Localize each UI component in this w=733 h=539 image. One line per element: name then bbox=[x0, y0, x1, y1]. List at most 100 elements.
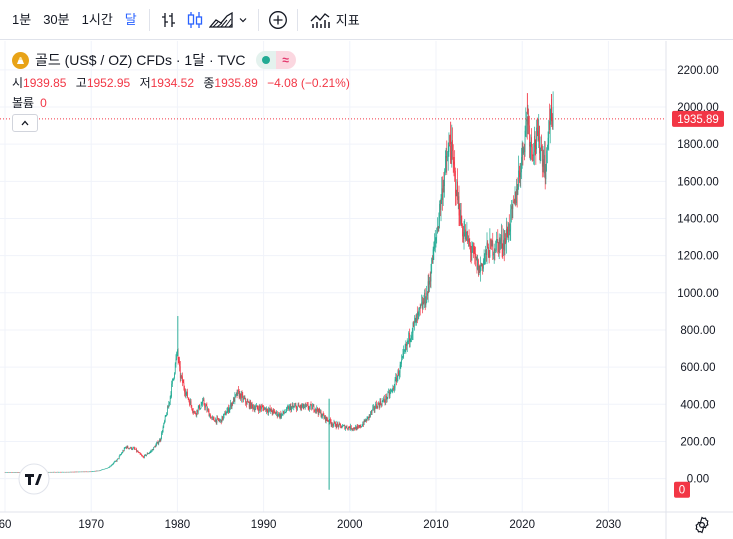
candle-body bbox=[90, 471, 92, 473]
candle-body bbox=[274, 410, 275, 412]
candle-body bbox=[51, 471, 53, 473]
add-compare-icon[interactable] bbox=[265, 6, 291, 34]
candle-body bbox=[307, 404, 308, 406]
candle-body bbox=[294, 406, 295, 407]
candle-body bbox=[436, 233, 438, 238]
candle-body bbox=[545, 170, 547, 180]
candle-body bbox=[333, 422, 335, 425]
candle-body bbox=[178, 359, 180, 362]
candle-body bbox=[540, 145, 542, 152]
indicators-icon bbox=[310, 11, 330, 29]
candle-body bbox=[170, 394, 172, 397]
symbol-title[interactable]: 골드 (US$ / OZ) CFDs · 1달 · TVC bbox=[35, 52, 246, 68]
candle-body bbox=[103, 468, 105, 470]
candle-body bbox=[154, 446, 155, 448]
interval-30m[interactable]: 30분 bbox=[43, 11, 70, 27]
candle-body bbox=[133, 447, 135, 449]
candle-body bbox=[10, 472, 12, 473]
candle-body bbox=[468, 239, 470, 243]
candle-body bbox=[69, 471, 70, 473]
candle-body bbox=[452, 140, 453, 152]
candle-body bbox=[350, 425, 351, 430]
candle-body bbox=[57, 471, 58, 473]
candle-body bbox=[425, 302, 427, 305]
gold-symbol-icon[interactable] bbox=[12, 51, 29, 69]
candle-body bbox=[355, 426, 356, 430]
candle-body bbox=[50, 471, 52, 473]
candle-body bbox=[207, 409, 208, 411]
candle-body bbox=[356, 426, 358, 430]
chevron-down-icon[interactable] bbox=[234, 6, 252, 34]
candle-body bbox=[539, 126, 540, 154]
candle-body bbox=[476, 257, 478, 270]
candle-body bbox=[310, 404, 312, 406]
candle-body bbox=[488, 257, 490, 258]
candle-body bbox=[68, 471, 70, 473]
chart-settings-icon[interactable] bbox=[693, 516, 711, 534]
candle-body bbox=[95, 470, 97, 472]
candle-body bbox=[536, 127, 537, 150]
candle-body bbox=[470, 252, 472, 254]
candle-body bbox=[355, 426, 357, 430]
candle-body bbox=[403, 351, 405, 354]
candle-body bbox=[543, 159, 545, 174]
candle-body bbox=[519, 172, 521, 178]
candle-body bbox=[130, 447, 132, 449]
y-tick-label: 1600.00 bbox=[677, 176, 719, 188]
chart-toolbar: 1분 30분 1시간 달 지표 bbox=[0, 0, 733, 40]
candle-body bbox=[422, 302, 423, 309]
candle-body bbox=[159, 439, 160, 443]
candle-body bbox=[317, 410, 319, 414]
candle-body bbox=[211, 417, 213, 419]
candle-body bbox=[221, 416, 223, 423]
candle-body bbox=[372, 407, 374, 410]
area-chart-icon[interactable] bbox=[208, 6, 234, 34]
candle-body bbox=[174, 373, 175, 378]
candle-body bbox=[181, 375, 183, 377]
indicators-button[interactable]: 지표 bbox=[304, 10, 366, 29]
price-chart[interactable]: 2200.002000.001800.001600.001400.001200.… bbox=[0, 41, 733, 539]
candle-body bbox=[197, 409, 198, 413]
candle-body bbox=[395, 377, 397, 380]
candle-body bbox=[299, 406, 301, 408]
indicators-label: 지표 bbox=[335, 13, 360, 28]
candle-body bbox=[236, 392, 238, 396]
candlestick-icon[interactable] bbox=[182, 6, 208, 34]
candle-body bbox=[261, 406, 262, 410]
candle-body bbox=[318, 408, 320, 414]
candle-body bbox=[235, 394, 236, 396]
candle-body bbox=[392, 388, 394, 390]
interval-1m[interactable]: 1분 bbox=[12, 11, 32, 27]
candle-body bbox=[365, 419, 366, 422]
candle-body bbox=[444, 157, 446, 172]
candle-body bbox=[332, 424, 334, 426]
candle-body bbox=[290, 406, 292, 411]
bar-chart-icon[interactable] bbox=[156, 6, 182, 34]
candle-body bbox=[188, 398, 190, 401]
change-value: −4.08 (−0.21%) bbox=[267, 76, 350, 90]
candle-body bbox=[424, 292, 426, 305]
candle-body bbox=[472, 245, 473, 252]
delayed-data-icon: ≈ bbox=[275, 51, 296, 69]
candle-body bbox=[307, 404, 309, 409]
candle-body bbox=[245, 398, 246, 403]
candle-body bbox=[166, 407, 168, 415]
market-status-badge[interactable]: ≈ bbox=[255, 51, 296, 69]
interval-1h[interactable]: 1시간 bbox=[81, 11, 113, 27]
candle-body bbox=[299, 406, 300, 408]
high-value: 1952.95 bbox=[86, 76, 131, 90]
interval-1mo[interactable]: 달 bbox=[124, 11, 137, 27]
candle-body bbox=[547, 137, 549, 145]
candle-body bbox=[242, 394, 244, 400]
candle-body bbox=[327, 421, 329, 422]
candle-body bbox=[6, 472, 8, 473]
candle-body bbox=[376, 407, 378, 409]
price-axis: 2200.002000.001800.001600.001400.001200.… bbox=[677, 65, 719, 486]
legend-collapse-button[interactable] bbox=[12, 114, 38, 132]
candle-body bbox=[85, 471, 86, 473]
candle-body bbox=[212, 417, 213, 419]
candle-body bbox=[265, 407, 267, 412]
candle-body bbox=[202, 400, 203, 405]
candle-body bbox=[57, 471, 59, 473]
candle-body bbox=[397, 371, 399, 377]
